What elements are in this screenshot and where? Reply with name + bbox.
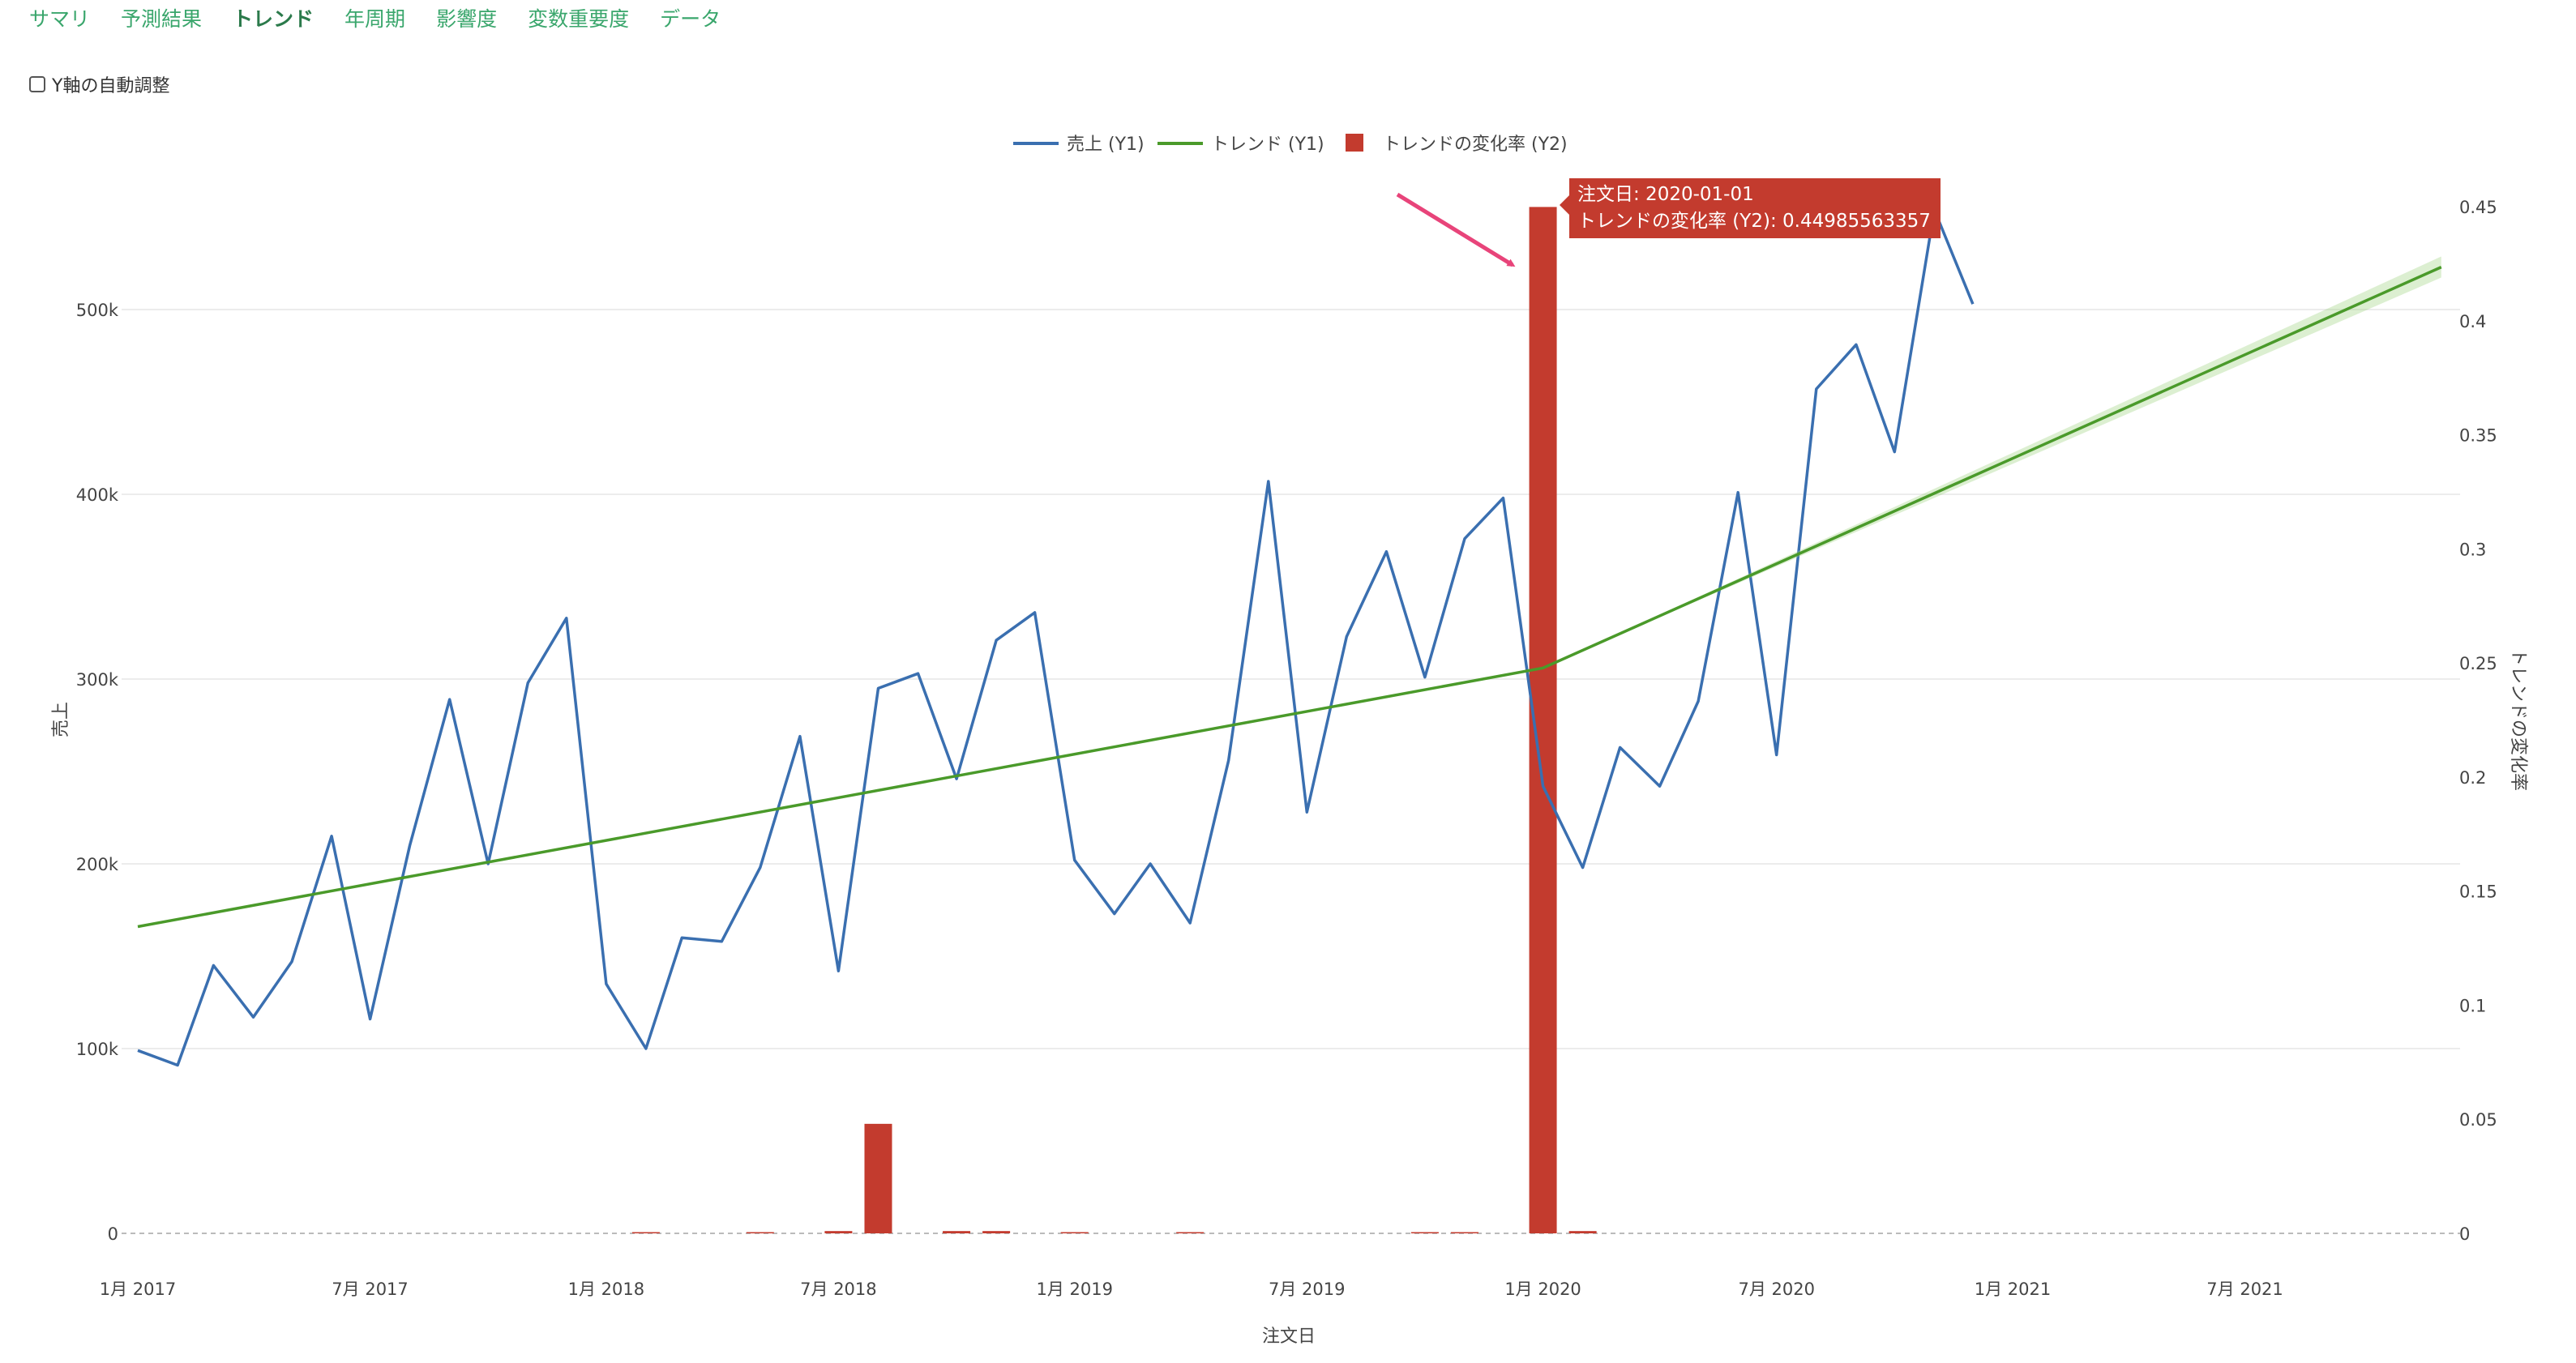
x-tick-label: 1月 2021 — [1975, 1280, 2051, 1299]
tab-data[interactable]: データ — [660, 7, 721, 31]
y2-tick-label: 0 — [2459, 1224, 2470, 1244]
rate-bar — [824, 1231, 853, 1233]
y2-tick-label: 0.4 — [2459, 312, 2486, 331]
tab-influence[interactable]: 影響度 — [436, 7, 498, 31]
trend-line — [137, 266, 2442, 929]
trend-confidence-band — [1543, 256, 2441, 669]
rate-bar — [1060, 1232, 1089, 1233]
annotation-arrow — [1396, 192, 1516, 267]
x-tick-label: 7月 2021 — [2206, 1280, 2283, 1299]
tab-yearly-cycle[interactable]: 年周期 — [344, 7, 406, 31]
y2-tick-label: 0.15 — [2459, 882, 2497, 902]
tab-bar: サマリ 予測結果 トレンド 年周期 影響度 変数重要度 データ — [29, 5, 751, 34]
x-tick-label: 7月 2020 — [1738, 1280, 1814, 1299]
y-axis-title: 売上 — [51, 702, 71, 737]
x-axis-title: 注文日 — [1262, 1327, 1316, 1347]
y-tick-label: 400k — [76, 485, 119, 505]
x-tick-label: 1月 2020 — [1504, 1280, 1581, 1299]
y-autoscale-checkbox[interactable] — [29, 76, 45, 92]
y-tick-label: 200k — [76, 855, 119, 874]
data-tooltip: 注文日: 2020-01-01 トレンドの変化率 (Y2): 0.4498556… — [1569, 178, 1941, 238]
y2-tick-label: 0.05 — [2459, 1110, 2497, 1130]
tooltip-value: トレンドの変化率 (Y2): 0.44985563357 — [1577, 211, 1931, 232]
rate-bar — [1176, 1232, 1205, 1233]
legend-trend: トレンド (Y1) — [1157, 135, 1324, 155]
rate-bar — [864, 1123, 892, 1233]
legend-sales: 売上 (Y1) — [1013, 135, 1145, 155]
tab-prediction-results[interactable]: 予測結果 — [121, 7, 203, 31]
legend-sales-label: 売上 (Y1) — [1067, 135, 1145, 155]
sales-line — [137, 208, 1975, 1067]
x-tick-label: 1月 2018 — [568, 1280, 644, 1299]
legend-rate-label: トレンドの変化率 (Y2) — [1383, 135, 1568, 155]
y-autoscale-control[interactable]: Y軸の自動調整 — [29, 71, 169, 97]
legend-rate: トレンドの変化率 (Y2) — [1346, 134, 1568, 155]
tooltip-date: 注文日: 2020-01-01 — [1577, 184, 1754, 205]
x-tick-label: 1月 2017 — [100, 1280, 176, 1299]
tab-trend[interactable]: トレンド — [233, 7, 315, 31]
y2-tick-label: 0.3 — [2459, 540, 2486, 559]
y-autoscale-label: Y軸の自動調整 — [52, 76, 170, 96]
rate-bar — [1568, 1231, 1597, 1233]
y2-tick-label: 0.2 — [2459, 768, 2486, 788]
rate-bar — [631, 1232, 660, 1233]
y2-axis-title: トレンドの変化率 — [2508, 648, 2528, 791]
x-tick-label: 7月 2019 — [1269, 1280, 1345, 1299]
y2-tick-label: 0.25 — [2459, 654, 2497, 673]
y-tick-label: 300k — [76, 670, 119, 690]
rate-bar — [982, 1231, 1011, 1233]
y2-tick-label: 0.45 — [2459, 198, 2497, 217]
x-tick-label: 7月 2017 — [332, 1280, 408, 1299]
rate-bar — [943, 1231, 971, 1233]
tab-variable-importance[interactable]: 変数重要度 — [528, 7, 630, 31]
y-tick-label: 100k — [76, 1040, 119, 1059]
y2-tick-label: 0.35 — [2459, 426, 2497, 446]
legend-rate-swatch — [1346, 134, 1363, 152]
rate-bar — [1450, 1232, 1478, 1233]
tooltip-pointer — [1560, 195, 1569, 215]
x-tick-label: 7月 2018 — [800, 1280, 876, 1299]
rate-bar — [1410, 1232, 1439, 1233]
legend-trend-label: トレンド (Y1) — [1211, 135, 1324, 155]
x-tick-label: 1月 2019 — [1036, 1280, 1112, 1299]
y-tick-label: 500k — [76, 301, 119, 320]
y2-tick-label: 0.1 — [2459, 996, 2486, 1015]
y-tick-label: 0 — [108, 1224, 118, 1244]
rate-bar — [746, 1232, 774, 1233]
tab-summary[interactable]: サマリ — [29, 7, 91, 31]
